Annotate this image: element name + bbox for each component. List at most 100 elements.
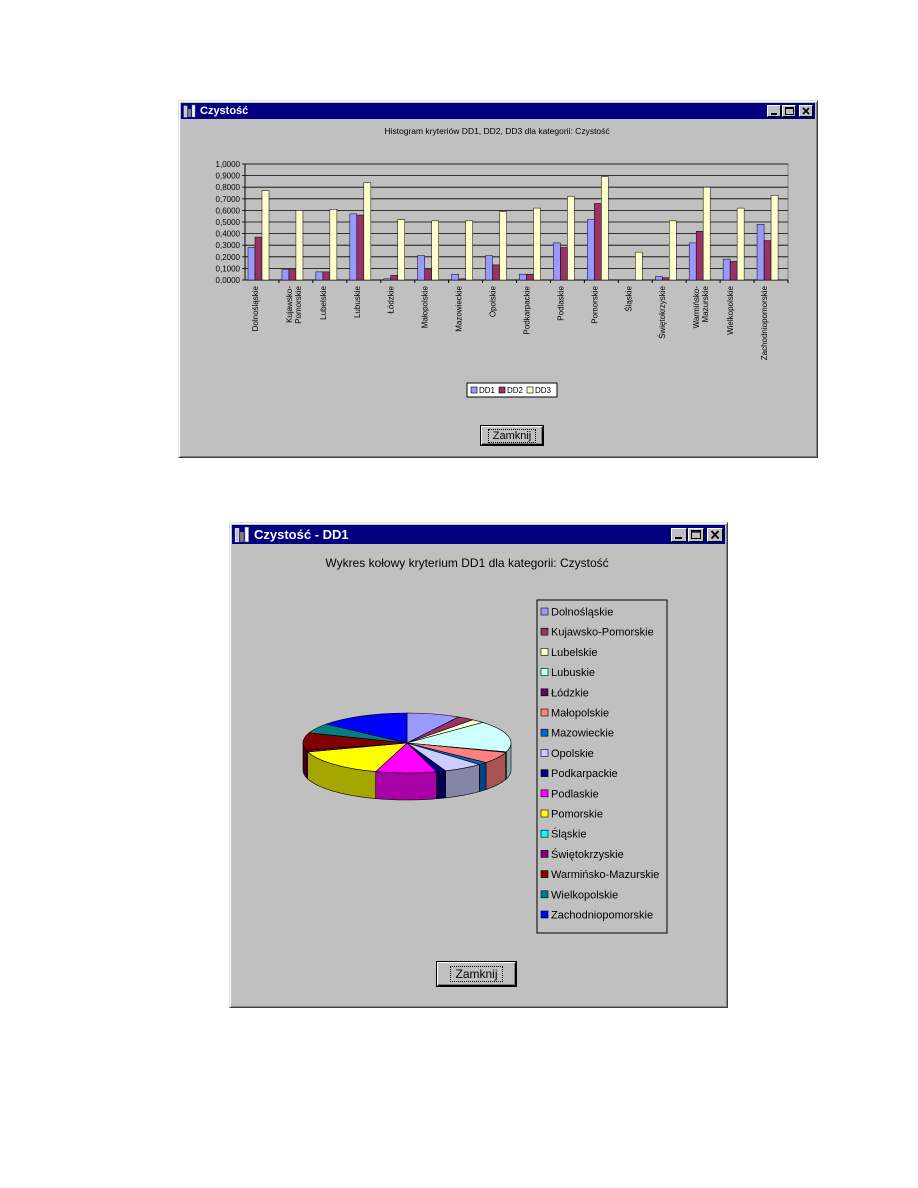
bar-dd1 bbox=[451, 273, 459, 281]
legend-swatch bbox=[540, 708, 549, 717]
pie-slice-side bbox=[436, 770, 446, 800]
bar-dd3 bbox=[363, 182, 372, 281]
bar-dd3 bbox=[635, 251, 643, 281]
bar-dd1 bbox=[756, 224, 765, 281]
legend-swatch bbox=[540, 850, 549, 858]
legend-swatch bbox=[540, 870, 549, 878]
bar-dd3 bbox=[397, 219, 405, 281]
pie-slice-side bbox=[479, 762, 487, 792]
histogram-window-title: Czystość bbox=[200, 105, 249, 117]
bar-dd1 bbox=[688, 242, 697, 281]
chart-app-icon bbox=[183, 104, 196, 118]
legend-swatch bbox=[540, 769, 549, 777]
legend-swatch bbox=[470, 386, 478, 394]
close-button[interactable] bbox=[707, 527, 723, 542]
legend-label: Lubuskie bbox=[551, 667, 595, 679]
legend-swatch bbox=[526, 386, 534, 394]
y-tick-label: 0,4000 bbox=[216, 230, 241, 239]
bar-dd1 bbox=[485, 255, 493, 281]
bar-dd3 bbox=[601, 176, 609, 281]
legend-swatch bbox=[540, 890, 549, 899]
chart-app-icon bbox=[234, 526, 249, 543]
x-tick-label: Łódzkie bbox=[387, 285, 396, 313]
y-tick-label: 1,0000 bbox=[216, 160, 241, 169]
y-tick-label: 0,5000 bbox=[216, 218, 241, 227]
bar-dd3 bbox=[329, 208, 338, 281]
legend-swatch bbox=[540, 648, 549, 656]
bar-dd1 bbox=[281, 269, 290, 281]
x-tick-label: Lubelskie bbox=[319, 285, 328, 319]
bar-dd2 bbox=[254, 236, 263, 281]
bar-dd1 bbox=[722, 258, 731, 281]
y-tick-label: 0,0000 bbox=[216, 276, 241, 285]
close-button[interactable] bbox=[799, 105, 813, 117]
pie-slice bbox=[406, 722, 512, 753]
legend-swatch bbox=[540, 910, 549, 919]
bar-dd1 bbox=[587, 219, 595, 281]
legend-label: Mazowieckie bbox=[551, 728, 614, 740]
bar-dd2 bbox=[288, 269, 297, 281]
bar-dd3 bbox=[736, 207, 745, 281]
bar-dd3 bbox=[669, 220, 677, 281]
histogram-legend: DD1 DD2 DD3 bbox=[466, 382, 558, 398]
bar-dd2 bbox=[458, 278, 466, 281]
y-tick-label: 0,3000 bbox=[216, 241, 241, 250]
y-tick-label: 0,1000 bbox=[216, 264, 241, 273]
close-histogram-button[interactable]: Zamknij bbox=[481, 426, 543, 445]
legend-label: Małopolskie bbox=[551, 708, 609, 720]
x-tick-label: Mazowieckie bbox=[455, 285, 464, 331]
x-tick-label: Dolnośląskie bbox=[251, 285, 260, 331]
minimize-button[interactable] bbox=[767, 105, 781, 117]
maximize-button[interactable] bbox=[782, 105, 796, 117]
bar-dd2 bbox=[492, 264, 500, 281]
legend-swatch bbox=[540, 749, 549, 757]
x-tick-label: Wielkopolskie bbox=[726, 285, 735, 334]
pie-chart: Wykres kołowy kryterium DD1 dla kategori… bbox=[302, 556, 668, 934]
maximize-icon bbox=[785, 107, 794, 115]
legend-box bbox=[536, 599, 668, 934]
legend-swatch bbox=[540, 829, 549, 838]
bar-dd2 bbox=[594, 203, 602, 281]
legend-label: Podkarpackie bbox=[551, 768, 618, 780]
pie-slice bbox=[306, 742, 408, 772]
bar-dd3 bbox=[295, 210, 304, 281]
bar-dd3 bbox=[702, 186, 711, 281]
minimize-button[interactable] bbox=[671, 527, 687, 542]
x-tick-label: Warmińsko-Mazurskie bbox=[692, 285, 710, 328]
legend-label: Opolskie bbox=[551, 748, 594, 760]
histogram-window-titlebar[interactable]: Czystość bbox=[181, 103, 815, 119]
y-tick-label: 0,9000 bbox=[216, 172, 241, 181]
pie-legend: Dolnośląskie Kujawsko-Pomorskie Lubelskie L… bbox=[536, 599, 668, 934]
bar-dd1 bbox=[247, 247, 256, 281]
bar-dd3 bbox=[431, 220, 439, 281]
x-tick-label: Lubuskie bbox=[353, 285, 362, 318]
pie-window-titlebar[interactable]: Czystość - DD1 bbox=[232, 525, 725, 544]
legend-swatch bbox=[540, 607, 549, 616]
bar-dd2 bbox=[424, 269, 432, 281]
bar-dd3 bbox=[499, 211, 507, 281]
legend-label: Kujawsko-Pomorskie bbox=[551, 627, 654, 639]
bar-dd3 bbox=[465, 220, 473, 281]
x-tick-label: Świętokrzyskie bbox=[658, 285, 667, 338]
legend-swatch bbox=[540, 789, 549, 798]
pie-chart-title: Wykres kołowy kryterium DD1 dla kategori… bbox=[325, 556, 608, 570]
x-tick-label: Zachodniopomorskie bbox=[760, 285, 769, 360]
legend-label: Lubelskie bbox=[551, 647, 597, 659]
bar-dd2 bbox=[526, 273, 534, 281]
legend-label: Podlaskie bbox=[551, 788, 599, 800]
legend-label: DD1 bbox=[479, 386, 496, 395]
legend-box bbox=[466, 382, 558, 398]
bar-dd1 bbox=[315, 271, 324, 281]
histogram-window: Czystość Histogram kryteriów DD1, DD2, D… bbox=[178, 100, 818, 458]
bar-dd1 bbox=[417, 255, 425, 281]
bar-dd1 bbox=[383, 278, 391, 281]
bar-dd2 bbox=[560, 247, 568, 281]
x-tick-label: Śląskie bbox=[624, 285, 633, 311]
y-tick-label: 0,7000 bbox=[216, 195, 241, 204]
bar-dd2 bbox=[763, 240, 772, 281]
bar-dd3 bbox=[770, 195, 779, 281]
close-pie-button[interactable]: Zamknij bbox=[437, 962, 516, 986]
legend-swatch bbox=[540, 688, 549, 697]
y-tick-label: 0,6000 bbox=[216, 206, 241, 215]
maximize-button[interactable] bbox=[688, 527, 704, 542]
